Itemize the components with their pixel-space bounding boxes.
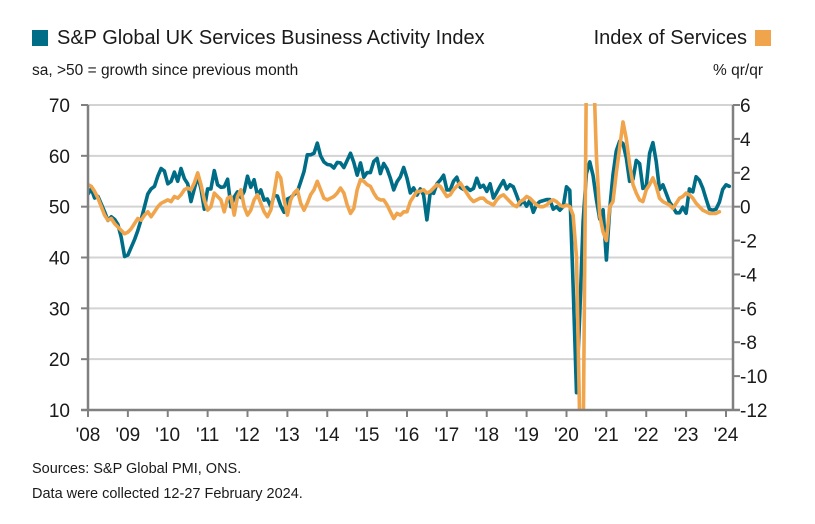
left-axis-tick-label: 70: [49, 96, 70, 117]
right-axis-tick-label: -2: [740, 232, 757, 253]
x-axis-tick-label: '20: [554, 425, 579, 446]
x-axis-tick-label: '08: [76, 425, 101, 446]
right-axis-tick-label: 2: [740, 164, 751, 185]
sources-note: Sources: S&P Global PMI, ONS.: [32, 461, 242, 477]
series-line-index-of-services: [88, 103, 722, 410]
left-axis-tick-label: 10: [49, 401, 70, 422]
left-axis-tick-label: 60: [49, 147, 70, 168]
legend-pmi: S&P Global UK Services Business Activity…: [32, 27, 485, 49]
x-axis-tick-label: '15: [355, 425, 380, 446]
left-axis-tick-label: 40: [49, 249, 70, 270]
x-axis-tick-label: '19: [514, 425, 539, 446]
legend-swatch-ios: [755, 30, 771, 46]
left-axis-tick-label: 20: [49, 350, 70, 371]
right-axis-tick-label: 4: [740, 130, 751, 151]
x-axis-tick-label: '13: [275, 425, 300, 446]
right-axis-tick-label: -10: [740, 367, 767, 388]
tick-labels: 10 20 30 40 50 60 70 -12 -10 -8 -6 -4 -2 0 2 4 6 '08 '09 '1…: [49, 96, 768, 446]
series-group: [88, 103, 732, 410]
left-axis-tick-label: 50: [49, 198, 70, 219]
legend-ios: Index of Services: [594, 27, 771, 49]
right-axis-tick-label: 6: [740, 96, 751, 117]
right-axis-tick-label: 0: [740, 198, 751, 219]
x-axis-tick-label: '14: [315, 425, 340, 446]
x-axis-tick-label: '10: [155, 425, 180, 446]
x-axis-tick-label: '12: [235, 425, 260, 446]
x-axis-tick-label: '09: [115, 425, 140, 446]
x-axis-tick-label: '18: [474, 425, 499, 446]
x-axis-tick-label: '16: [395, 425, 420, 446]
x-axis-tick-label: '21: [594, 425, 619, 446]
series-line-pmi: [88, 139, 732, 395]
legend-swatch-pmi: [32, 30, 48, 46]
gridlines: [88, 104, 733, 361]
x-axis-tick-label: '22: [634, 425, 659, 446]
collection-note: Data were collected 12-27 February 2024.: [32, 486, 303, 502]
left-axis-subtitle: sa, >50 = growth since previous month: [32, 62, 299, 79]
axes: [81, 104, 740, 417]
right-axis-tick-label: -4: [740, 265, 757, 286]
x-axis-tick-label: '11: [196, 425, 219, 446]
legend-label-pmi: S&P Global UK Services Business Activity…: [57, 27, 485, 49]
right-axis-subtitle: % qr/qr: [713, 62, 763, 79]
x-axis-tick-label: '17: [434, 425, 459, 446]
x-axis-tick-label: '24: [714, 425, 739, 446]
right-axis-tick-label: -8: [740, 333, 757, 354]
right-axis-tick-label: -6: [740, 299, 757, 320]
x-axis-tick-label: '23: [674, 425, 699, 446]
left-axis-tick-label: 30: [49, 299, 70, 320]
legend-label-ios: Index of Services: [593, 27, 747, 49]
right-axis-tick-label: -12: [740, 401, 767, 422]
